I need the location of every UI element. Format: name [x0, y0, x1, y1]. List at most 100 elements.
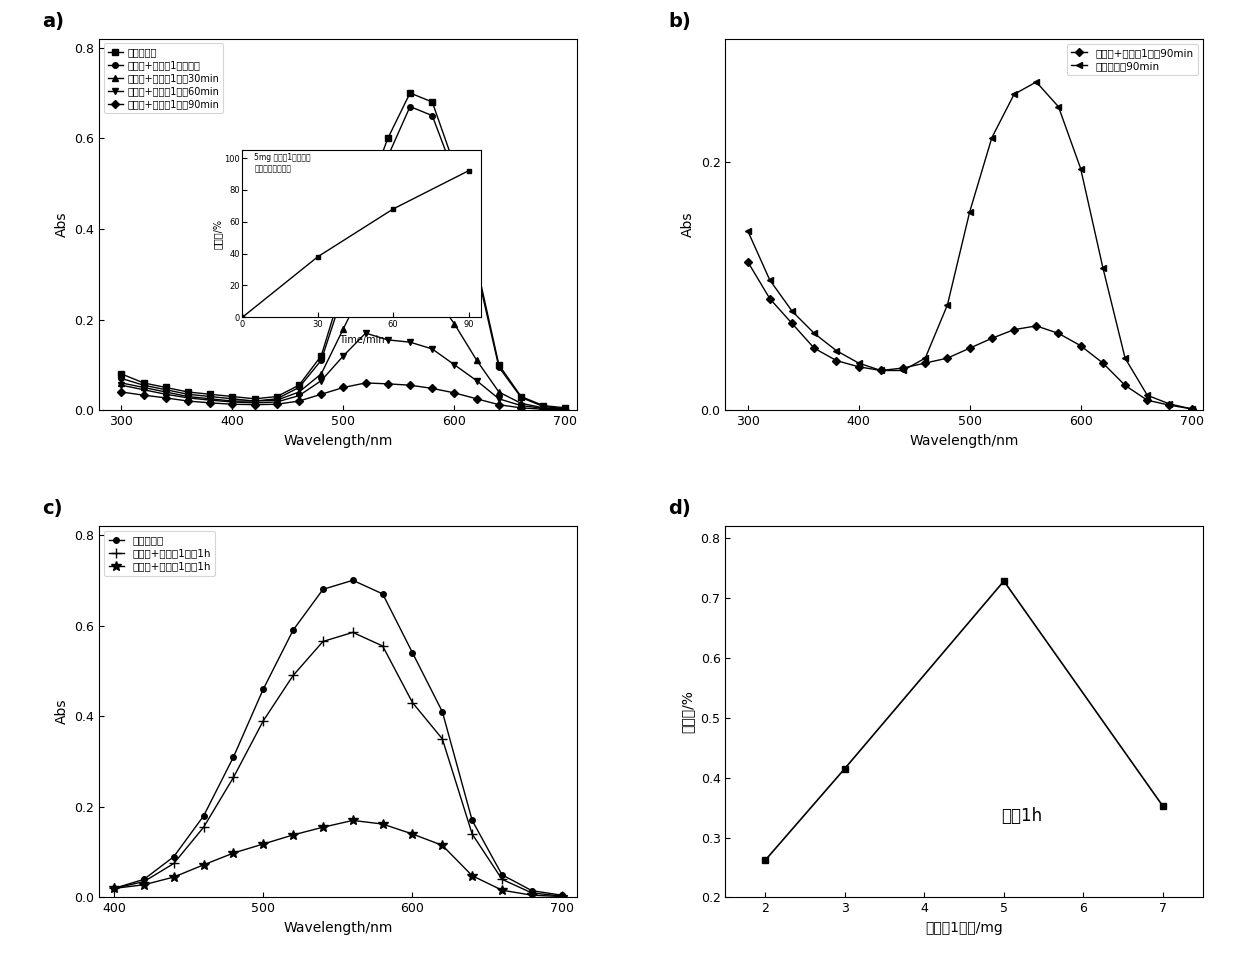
X-axis label: Wavelength/nm: Wavelength/nm: [283, 433, 393, 448]
甲基紫+化合眅1光灧90min: [940, 352, 955, 364]
甲基紫光灧90min: [851, 357, 866, 369]
甲基紫+化合眅1光灧90min: [336, 382, 351, 394]
甲基紫溶液: [435, 706, 450, 718]
甲基紫溶液: [291, 379, 306, 391]
甲基紫光灧90min: [985, 132, 999, 144]
甲基紫溶液: [405, 647, 420, 658]
Text: 光灧1h: 光灧1h: [1001, 807, 1042, 825]
甲基紫+化合眅1光灧60min: [336, 350, 351, 362]
甲基紫+化合眅1黑暗搞拌: [403, 100, 418, 112]
甲基紫+化合眅1光灧90min: [114, 386, 129, 398]
甲基紫+化合眅1加热1h: [346, 814, 361, 826]
甲基紫光灧90min: [1162, 399, 1177, 410]
Line: 甲基紫+化合眅1光灧60min: 甲基紫+化合眅1光灧60min: [119, 330, 568, 412]
甲基紫+化合眅1光灧90min: [181, 396, 196, 407]
Text: a): a): [42, 13, 64, 31]
甲基紫+化合眅1黑暗搞拌: [448, 169, 463, 180]
甲基紫+化合眅1光灧90min: [918, 357, 932, 369]
甲基紫+化合眅1黑暗搞拌: [136, 379, 151, 391]
Text: c): c): [42, 500, 62, 518]
甲基紫+化合眅1光灧60min: [491, 393, 506, 404]
甲基紫+化合眅1光灧60min: [114, 379, 129, 391]
甲基紫+化合眅1黑暗搞拌: [536, 400, 551, 412]
Y-axis label: Abs: Abs: [55, 699, 68, 725]
甲基紫光灧90min: [1074, 163, 1089, 175]
甲基紫+化合眅1黑暗搞拌: [247, 396, 262, 407]
甲基紫+化合眅1光灧90min: [763, 293, 777, 305]
甲基紫溶液: [226, 751, 241, 762]
甲基紫+化合眅1光灧60min: [469, 374, 484, 386]
甲基紫+化合眅1光灧1h: [285, 670, 300, 681]
甲基紫+化合眅1光灧30min: [247, 396, 262, 407]
甲基紫+化合眅1光灧90min: [1029, 320, 1044, 332]
甲基紫+化合眅1光灧30min: [491, 386, 506, 398]
甲基紫+化合眅1加热1h: [495, 884, 510, 896]
甲基紫+化合眅1光灧1h: [465, 828, 480, 840]
甲基紫溶液: [166, 851, 181, 863]
甲基紫溶液: [491, 359, 506, 371]
甲基紫溶液: [513, 391, 528, 402]
甲基紫溶液: [136, 873, 151, 885]
甲基紫+化合眅1光灧30min: [291, 386, 306, 398]
甲基紫溶液: [159, 382, 174, 394]
甲基紫+化合眅1光灧90min: [403, 379, 418, 391]
甲基紫溶液: [196, 810, 211, 821]
X-axis label: 化合眅1用量/mg: 化合眅1用量/mg: [925, 921, 1003, 935]
甲基紫+化合眅1光灧1h: [255, 715, 270, 727]
甲基紫+化合眅1光灧30min: [513, 398, 528, 409]
甲基紫+化合眅1光灧1h: [376, 640, 391, 651]
X-axis label: Wavelength/nm: Wavelength/nm: [283, 921, 393, 935]
Y-axis label: Abs: Abs: [55, 211, 68, 237]
甲基紫光灧90min: [1029, 76, 1044, 88]
甲基紫+化合眅1黑暗搞拌: [358, 205, 373, 216]
Legend: 甲基紫溶液, 甲基紫+化合眅1光灧1h, 甲基紫+化合眅1加热1h: 甲基紫溶液, 甲基紫+化合眅1光灧1h, 甲基紫+化合眅1加热1h: [104, 531, 216, 576]
甲基紫光灧90min: [940, 299, 955, 311]
甲基紫+化合眅1光灧30min: [381, 268, 396, 280]
甲基紫+化合眅1光灧60min: [403, 337, 418, 348]
甲基紫光灧90min: [830, 345, 844, 356]
甲基紫溶液: [203, 389, 218, 400]
甲基紫+化合眅1加热1h: [525, 890, 539, 901]
甲基紫+化合眅1光灧90min: [491, 399, 506, 410]
甲基紫+化合眅1黑暗搞拌: [558, 403, 573, 415]
甲基紫+化合眅1光灧60min: [536, 402, 551, 414]
甲基紫+化合眅1加热1h: [107, 883, 122, 895]
甲基紫溶液: [425, 96, 440, 108]
甲基紫溶液: [255, 683, 270, 695]
甲基紫+化合眅1光灧60min: [159, 389, 174, 400]
甲基紫+化合眅1光灧60min: [558, 403, 573, 415]
甲基紫+化合眅1光灧1h: [196, 821, 211, 833]
甲基紫光灧90min: [1095, 262, 1110, 273]
甲基紫溶液: [536, 400, 551, 411]
Y-axis label: 降解率/%: 降解率/%: [681, 690, 694, 733]
甲基紫+化合眅1光灧90min: [1074, 340, 1089, 351]
甲基紫+化合眅1光灧60min: [224, 397, 239, 408]
甲基紫+化合眅1光灧60min: [247, 397, 262, 408]
甲基紫+化合眅1光灧30min: [136, 382, 151, 394]
甲基紫光灧90min: [918, 352, 932, 364]
甲基紫+化合眅1加热1h: [405, 828, 420, 840]
甲基紫+化合眅1加热1h: [255, 839, 270, 850]
甲基紫+化合眅1光灧90min: [425, 382, 440, 394]
甲基紫+化合眅1光灧90min: [269, 399, 284, 410]
甲基紫+化合眅1黑暗搞拌: [224, 393, 239, 404]
甲基紫+化合眅1光灧1h: [435, 733, 450, 745]
甲基紫+化合眅1光灧90min: [873, 365, 888, 376]
甲基紫+化合眅1光灧30min: [314, 368, 329, 379]
甲基紫+化合眅1黑暗搞拌: [291, 382, 306, 394]
甲基紫溶液: [314, 350, 329, 362]
Line: 甲基紫+化合眅1光灧90min: 甲基紫+化合眅1光灧90min: [745, 259, 1194, 412]
甲基紫+化合眅1光灧90min: [314, 389, 329, 400]
甲基紫+化合眅1光灧30min: [469, 354, 484, 366]
甲基紫光灧90min: [763, 274, 777, 286]
甲基紫+化合眅1光灧90min: [807, 343, 822, 354]
Line: 甲基紫溶液: 甲基紫溶液: [112, 577, 564, 898]
甲基紫溶液: [224, 391, 239, 402]
甲基紫+化合眅1光灧30min: [203, 393, 218, 404]
甲基紫+化合眅1光灧90min: [740, 256, 755, 267]
甲基紫溶液: [136, 377, 151, 389]
甲基紫+化合眅1光灧60min: [513, 400, 528, 411]
甲基紫+化合眅1光灧60min: [381, 334, 396, 345]
甲基紫溶液: [107, 883, 122, 895]
甲基紫+化合眅1光灧60min: [448, 359, 463, 371]
